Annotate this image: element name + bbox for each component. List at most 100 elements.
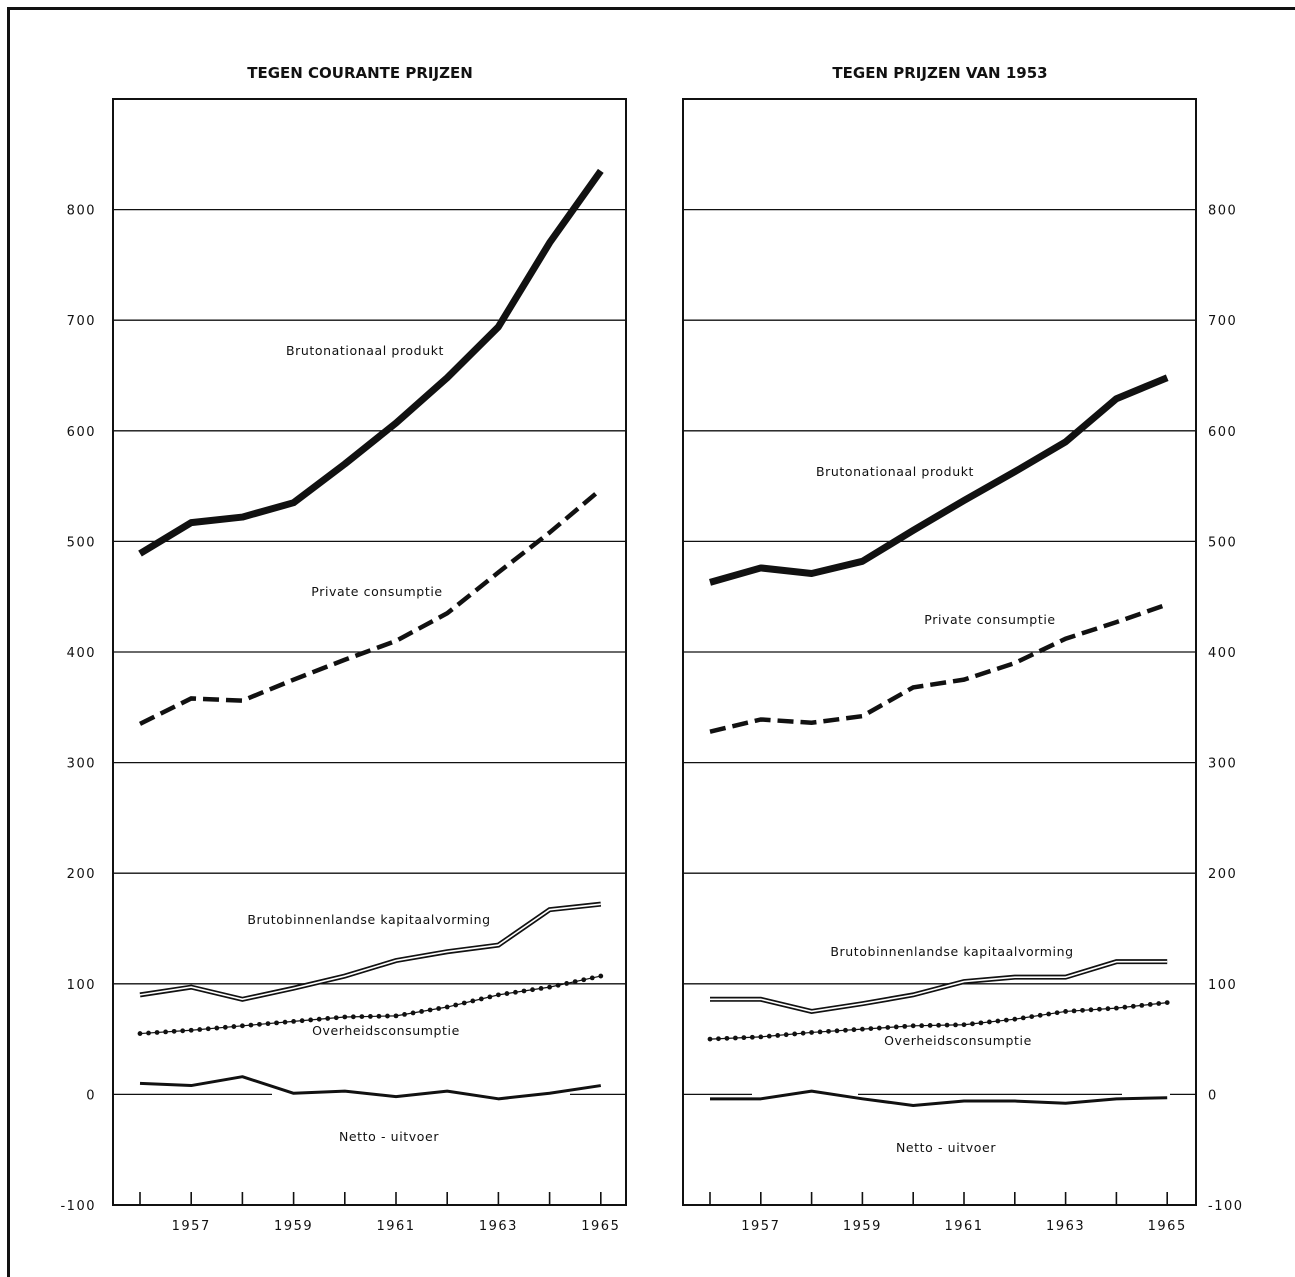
series-overheidsconsumptie-dot: [1147, 1002, 1153, 1007]
y-tick-label: 600: [67, 425, 96, 440]
series-overheidsconsumptie-dot: [1071, 1008, 1077, 1014]
series-overheidsconsumptie-dot: [487, 994, 493, 1000]
x-tick-label: 1957: [172, 1219, 211, 1234]
series-overheidsconsumptie-dot: [1130, 1003, 1136, 1009]
series-overheidsconsumptie-dot: [547, 984, 552, 990]
series-overheidsconsumptie-dot: [733, 1035, 738, 1041]
y-tick-label: 300: [67, 757, 96, 772]
series-netto-uitvoer-label: Netto - uitvoer: [339, 1129, 439, 1144]
series-overheidsconsumptie-dot: [1020, 1015, 1026, 1021]
series-overheidsconsumptie-dot: [766, 1033, 772, 1039]
series-overheidsconsumptie-dot: [1105, 1006, 1111, 1012]
plot-frame: [682, 98, 1197, 1206]
series-overheidsconsumptie-dot: [1088, 1007, 1094, 1013]
y-tick-label: 0: [1208, 1088, 1218, 1103]
y-tick-label: -100: [1208, 1199, 1244, 1214]
series-overheidsconsumptie-dot: [1003, 1017, 1009, 1023]
series-overheidsconsumptie-dot: [521, 988, 527, 994]
series-overheidsconsumptie-dot: [1063, 1009, 1068, 1014]
series-overheidsconsumptie-dot: [978, 1020, 984, 1026]
series-overheidsconsumptie-dot: [876, 1025, 882, 1031]
series-overheidsconsumptie-dot: [197, 1027, 203, 1032]
series-netto-uitvoer-line: [139, 1075, 602, 1101]
series-brutonationaal-produkt-line: [138, 168, 604, 557]
series-overheidsconsumptie-dot: [248, 1022, 254, 1028]
series-overheidsconsumptie-dot: [961, 1022, 967, 1028]
series-brutobinnenlandse-kapitaalvorming-label: Brutobinnenlandse kapitaalvorming: [830, 944, 1073, 959]
series-overheidsconsumptie-dot: [809, 1030, 814, 1035]
y-tick-label: 700: [1208, 314, 1237, 329]
series-overheidsconsumptie-dot: [1054, 1010, 1060, 1016]
series-overheidsconsumptie-dot: [1080, 1007, 1085, 1013]
series-overheidsconsumptie-dot: [987, 1019, 992, 1025]
series-overheidsconsumptie-dot: [910, 1023, 916, 1029]
series-overheidsconsumptie-dot: [470, 998, 476, 1004]
series-overheidsconsumptie-dot: [598, 973, 604, 979]
series-overheidsconsumptie-dot: [180, 1028, 186, 1034]
series-overheidsconsumptie-dot: [843, 1027, 848, 1033]
series-brutonationaal-produkt-label: Brutonationaal produkt: [816, 464, 974, 479]
series-overheidsconsumptie-dot: [589, 975, 595, 981]
series-overheidsconsumptie-dot: [240, 1023, 245, 1029]
series-overheidsconsumptie-dot: [1114, 1005, 1119, 1011]
series-overheidsconsumptie-dot: [555, 982, 561, 988]
series-overheidsconsumptie-dot: [1122, 1004, 1128, 1010]
series-overheidsconsumptie-dot: [393, 1013, 399, 1019]
series-overheidsconsumptie-dot: [902, 1023, 908, 1029]
series-overheidsconsumptie-dot: [333, 1015, 339, 1021]
series-overheidsconsumptie-dot: [834, 1028, 840, 1034]
series-overheidsconsumptie-dot: [461, 1000, 467, 1006]
series-overheidsconsumptie-dot: [376, 1013, 382, 1019]
series-overheidsconsumptie-dot: [919, 1023, 925, 1029]
series-private-consumptie-label: Private consumptie: [924, 612, 1055, 627]
y-tick-label: 200: [67, 867, 96, 882]
series-overheidsconsumptie-dot: [749, 1034, 755, 1040]
series-overheidsconsumptie-dot: [1037, 1012, 1043, 1018]
series-overheidsconsumptie-dot: [530, 987, 535, 993]
series-overheidsconsumptie-dot: [1156, 1001, 1162, 1006]
series-overheidsconsumptie-dot: [146, 1030, 151, 1036]
y-tick-label: 500: [1208, 535, 1237, 550]
series-overheidsconsumptie-dot: [860, 1026, 865, 1032]
series-brutobinnenlandse-kapitaalvorming-label: Brutobinnenlandse kapitaalvorming: [247, 912, 490, 927]
series-overheidsconsumptie-dot: [274, 1020, 279, 1026]
series-overheidsconsumptie-dot: [419, 1009, 424, 1014]
series-overheidsconsumptie-dot: [724, 1035, 730, 1041]
series-overheidsconsumptie-dot: [427, 1007, 433, 1013]
series-overheidsconsumptie-dot: [885, 1025, 891, 1030]
series-brutonationaal-produkt-label: Brutonationaal produkt: [286, 343, 444, 358]
y-tick-label: 500: [67, 535, 96, 550]
series-overheidsconsumptie-dot: [1097, 1006, 1102, 1012]
series-overheidsconsumptie-dot: [453, 1002, 459, 1008]
series-overheidsconsumptie-dot: [572, 979, 578, 984]
series-overheidsconsumptie-dot: [478, 996, 484, 1002]
series-overheidsconsumptie-dot: [444, 1004, 450, 1010]
series-overheidsconsumptie-dot: [707, 1036, 713, 1042]
series-overheidsconsumptie-dot: [800, 1030, 806, 1036]
x-tick-label: 1965: [1148, 1219, 1187, 1234]
series-overheidsconsumptie-dot: [758, 1034, 764, 1040]
series-overheidsconsumptie-dot: [817, 1029, 823, 1035]
series-overheidsconsumptie-dot: [581, 977, 587, 983]
series-netto-uitvoer-label: Netto - uitvoer: [896, 1140, 996, 1155]
series-overheidsconsumptie-dot: [970, 1021, 975, 1027]
series-brutobinnenlandse-kapitaalvorming-line-inner: [710, 960, 1168, 1013]
panel-courante-prijzen: TEGEN COURANTE PRIJZEN 1957 1959 1961 1963 19…: [60, 64, 627, 1234]
series-overheidsconsumptie-dot: [299, 1018, 305, 1024]
series-overheidsconsumptie-dot: [282, 1019, 288, 1025]
series-overheidsconsumptie-dot: [1164, 1000, 1170, 1006]
series-private-consumptie-line: [709, 602, 1168, 734]
series-overheidsconsumptie-dot: [265, 1021, 271, 1027]
series-overheidsconsumptie-dot: [359, 1014, 365, 1020]
series-overheidsconsumptie-dot: [944, 1022, 950, 1028]
x-tick-label: 1959: [843, 1219, 882, 1234]
series-overheidsconsumptie-dot: [538, 986, 544, 991]
x-tick-label: 1961: [376, 1219, 415, 1234]
series-overheidsconsumptie-dot: [163, 1029, 169, 1035]
series-overheidsconsumptie-dot: [1139, 1002, 1145, 1008]
series-overheidsconsumptie-dot: [154, 1030, 160, 1035]
series-overheidsconsumptie-dot: [257, 1021, 262, 1027]
series-overheidsconsumptie-dot: [826, 1028, 831, 1034]
series-overheidsconsumptie-dot: [893, 1024, 899, 1030]
panel-prijzen-1953: TEGEN PRIJZEN VAN 1953 1957 1959 1961 1963 19…: [682, 64, 1244, 1234]
